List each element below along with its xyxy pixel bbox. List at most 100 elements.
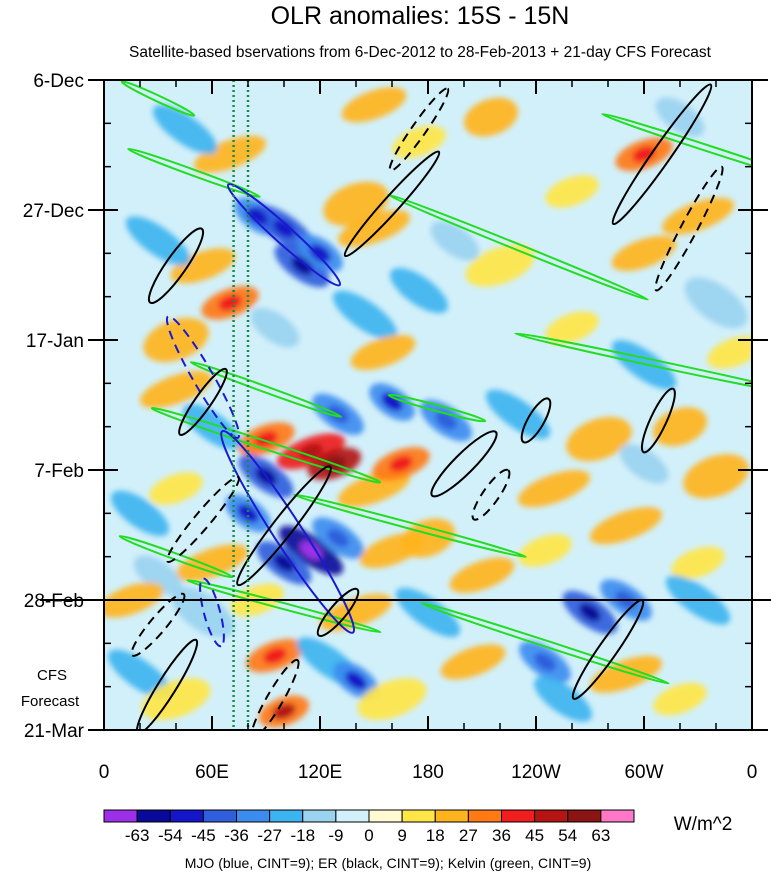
y-tick-label: 7-Feb xyxy=(34,461,84,482)
anomaly-core xyxy=(381,392,403,411)
mjo-contour xyxy=(226,183,342,287)
anomaly-blob xyxy=(661,197,735,235)
anomaly-blob xyxy=(619,444,669,484)
x-tick-label: 120E xyxy=(298,762,342,783)
chart-title: OLR anomalies: 15S - 15N xyxy=(271,2,570,30)
anomaly-blob xyxy=(139,371,213,409)
anomaly-blob xyxy=(671,546,725,580)
axis-layer: 6-Dec 27-Dec 17-Jan 7-Feb 28-Feb 21-Mar 0 60E 12… xyxy=(23,71,771,783)
anomaly-blob xyxy=(175,544,249,582)
anomaly-blob xyxy=(183,404,241,450)
colorbar-swatch xyxy=(534,809,569,823)
anomaly-core xyxy=(534,652,556,671)
anomaly-core xyxy=(299,443,323,460)
colorbar-swatch xyxy=(467,809,502,823)
er-contour xyxy=(388,87,450,172)
anomaly-core xyxy=(237,504,259,523)
anomaly-blob xyxy=(125,216,191,266)
colorbar-label: -54 xyxy=(158,826,183,845)
colorbar-label: -45 xyxy=(191,826,216,845)
anomaly-blob xyxy=(463,97,519,137)
colorbar-label: -9 xyxy=(328,826,343,845)
colorbar-label: 0 xyxy=(364,826,373,845)
mjo-contour xyxy=(199,577,225,648)
colorbar-swatch xyxy=(335,809,370,823)
y-tick-label: 21-Mar xyxy=(24,721,85,742)
colorbar-swatch xyxy=(600,809,635,823)
colorbar-label: -27 xyxy=(257,826,282,845)
y-tick-label: 17-Jan xyxy=(26,331,84,352)
kelvin-contour xyxy=(420,602,670,685)
legend-text: MJO (blue, CINT=9); ER (black, CINT=9); … xyxy=(185,855,592,871)
y-tick-label: 6-Dec xyxy=(33,71,84,92)
anomaly-blob xyxy=(518,534,572,567)
anomaly-core xyxy=(300,541,322,560)
anomaly-blob xyxy=(390,267,448,314)
anomaly-blob xyxy=(655,97,705,137)
colorbar-units: W/m^2 xyxy=(674,814,733,835)
anomaly-blob xyxy=(707,336,752,369)
er-contour xyxy=(250,658,300,730)
anomaly-core xyxy=(435,411,457,430)
anomaly-core xyxy=(309,244,331,263)
forecast-label-line2: Forecast xyxy=(21,693,80,710)
anomaly-blob xyxy=(133,555,183,595)
anomaly-blob xyxy=(485,389,551,439)
anomaly-blob xyxy=(589,655,663,693)
er-contour xyxy=(471,468,511,521)
colorbar-label: 36 xyxy=(492,826,511,845)
colorbar-label: -36 xyxy=(224,826,249,845)
colorbar-swatch xyxy=(401,809,436,823)
anomaly-core xyxy=(327,529,349,548)
anomaly-blob xyxy=(152,104,218,155)
anomaly-blob xyxy=(517,470,591,508)
colorbar-label: 63 xyxy=(591,826,610,845)
chart-subtitle: Satellite-based bservations from 6-Dec-2… xyxy=(129,44,712,61)
anomaly-blob xyxy=(534,676,592,722)
anomaly-blob xyxy=(652,407,708,447)
anomaly-blob xyxy=(653,682,707,716)
x-tick-label: 0 xyxy=(747,762,758,783)
anomaly-blob xyxy=(400,518,456,558)
anomaly-blob xyxy=(611,235,677,271)
anomaly-blob xyxy=(350,334,416,370)
er-contour xyxy=(166,476,240,563)
kelvin-contour xyxy=(293,493,527,558)
anomaly-blob xyxy=(589,507,663,545)
er-contour xyxy=(135,638,199,730)
anomaly-blob xyxy=(545,311,599,344)
colorbar-swatch xyxy=(169,809,204,823)
anomaly-blob xyxy=(250,307,300,348)
colorbar-swatch xyxy=(269,809,304,823)
mjo-contour xyxy=(220,429,356,634)
anomaly-core xyxy=(218,295,242,311)
anomaly-blob xyxy=(341,87,407,123)
er-contour xyxy=(147,227,205,305)
er-contour xyxy=(430,430,498,498)
anomaly-blob xyxy=(357,678,427,720)
colorbar-swatch xyxy=(567,809,602,823)
anomaly-blob xyxy=(337,210,411,248)
colorbar-swatch xyxy=(434,809,469,823)
anomaly-blob xyxy=(430,221,480,261)
er-contour xyxy=(178,367,228,436)
anomaly-core xyxy=(579,603,601,622)
colorbar-label: -18 xyxy=(290,826,315,845)
colorbar-label: 27 xyxy=(459,826,478,845)
anomaly-blob xyxy=(149,472,203,505)
anomaly-blob xyxy=(566,416,632,462)
colorbar: -63 -54 -45 -36 -27 -18 -9 0 9 18 27 36 45 54 63 xyxy=(103,809,635,845)
colorbar-label: 54 xyxy=(558,826,577,845)
anomaly-blob xyxy=(449,557,515,593)
anomaly-blob xyxy=(465,244,535,287)
anomaly-core xyxy=(389,456,413,472)
anomaly-blob xyxy=(332,290,398,340)
colorbar-swatch xyxy=(136,809,171,823)
colorbar-label: -63 xyxy=(125,826,150,845)
anomaly-blob xyxy=(545,175,599,208)
colorbar-swatch xyxy=(368,809,403,823)
anomaly-blob xyxy=(684,277,748,329)
er-contour xyxy=(316,587,360,637)
anomaly-core xyxy=(632,146,656,163)
er-contour xyxy=(130,592,186,657)
